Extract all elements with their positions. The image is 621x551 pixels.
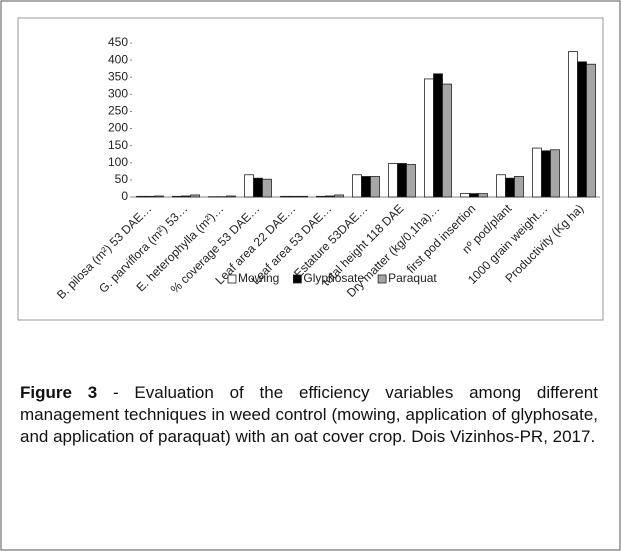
legend-swatch	[227, 274, 237, 284]
bar	[325, 195, 335, 198]
bar	[181, 195, 191, 198]
bar	[388, 163, 398, 198]
bar	[370, 176, 380, 198]
chart-frame	[17, 17, 604, 321]
bar	[172, 195, 182, 198]
bar	[145, 195, 155, 198]
bar	[253, 177, 263, 198]
y-tick-label: 0	[121, 189, 128, 203]
bar	[478, 193, 488, 198]
bar	[469, 193, 479, 198]
bar	[298, 195, 308, 198]
bar	[550, 149, 560, 198]
bar	[334, 194, 344, 198]
bar	[136, 195, 146, 198]
bar	[280, 195, 290, 198]
bar	[406, 164, 416, 198]
bar	[424, 78, 434, 198]
y-tick-label: 100	[108, 155, 128, 169]
bar	[541, 150, 551, 198]
bar	[577, 61, 587, 198]
legend-label: Glyphosate	[303, 271, 364, 285]
bar	[433, 73, 443, 198]
bar	[460, 193, 470, 198]
y-tick-label: 250	[108, 104, 128, 118]
bar	[262, 178, 272, 198]
bar	[361, 176, 371, 198]
bar	[505, 177, 515, 198]
bar	[532, 147, 542, 198]
bar	[568, 51, 578, 198]
caption-text: - Evaluation of the efficiency variables…	[20, 383, 598, 446]
bar	[442, 83, 452, 198]
legend-swatch	[292, 274, 302, 284]
bar	[496, 174, 506, 198]
y-tick-label: 50	[115, 172, 129, 186]
y-tick-label: 400	[108, 52, 128, 66]
legend-label: Mowing	[238, 271, 279, 285]
caption-label: Figure 3	[20, 383, 98, 402]
bar	[190, 194, 200, 198]
y-tick-label: 300	[108, 87, 128, 101]
bar	[397, 163, 407, 198]
caption: Figure 3 - Evaluation of the efficiency …	[20, 382, 598, 448]
bar	[154, 195, 164, 198]
bar	[226, 195, 236, 198]
y-tick-label: 450	[108, 35, 128, 49]
legend-swatch	[377, 274, 387, 284]
legend-label: Paraquat	[388, 271, 437, 285]
y-tick-label: 150	[108, 138, 128, 152]
y-tick-label: 350	[108, 69, 128, 83]
y-tick-label: 200	[108, 121, 128, 135]
bar	[514, 176, 524, 198]
bar	[244, 174, 254, 198]
bar	[316, 195, 326, 198]
bar	[289, 195, 299, 198]
bar	[352, 174, 362, 198]
bar	[586, 63, 596, 198]
